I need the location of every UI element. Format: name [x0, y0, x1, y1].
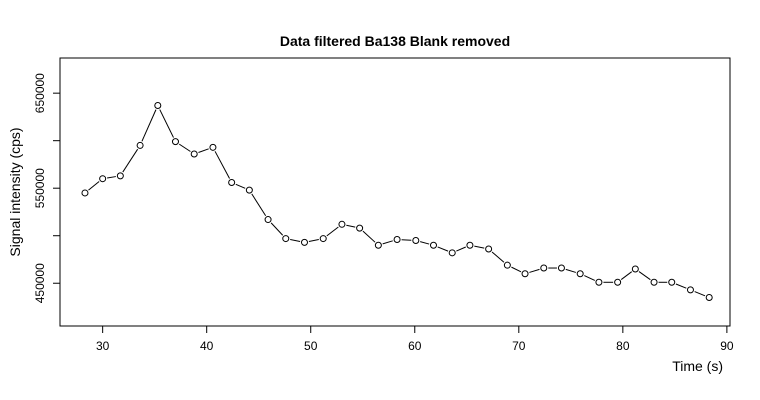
series-segment	[326, 226, 339, 237]
y-axis: 450000 550000 650000	[33, 73, 60, 303]
x-tick-label-5: 80	[616, 339, 630, 353]
data-point	[521, 270, 529, 278]
x-tick-label-6: 90	[720, 339, 734, 353]
series-layer	[81, 102, 713, 301]
data-point	[705, 293, 713, 301]
data-point	[614, 278, 622, 286]
x-tick-label-1: 40	[200, 339, 214, 353]
data-point	[540, 264, 548, 272]
series-segment	[565, 268, 577, 273]
series-segment	[122, 148, 139, 173]
x-axis: 30 40 50 60 70 80 90	[96, 326, 734, 353]
y-axis-label: Signal intensity (cps)	[7, 127, 23, 256]
series-segment	[141, 109, 157, 142]
data-point	[650, 278, 658, 286]
plot-frame	[59, 57, 731, 327]
data-point	[557, 264, 565, 272]
data-point	[154, 102, 162, 110]
x-tick-label-3: 60	[408, 339, 422, 353]
data-point	[374, 241, 382, 249]
series-segment	[382, 240, 393, 245]
data-point	[393, 236, 401, 244]
series-segment	[584, 275, 596, 281]
y-tick-label-1: 550000	[33, 168, 47, 208]
data-point	[576, 270, 584, 278]
data-point	[136, 141, 144, 149]
series-segment	[638, 271, 651, 281]
data-point	[264, 216, 272, 224]
series-segment	[198, 148, 209, 153]
series-segment	[346, 224, 356, 228]
data-point	[171, 138, 179, 146]
x-tick-label-2: 50	[304, 339, 318, 353]
series-segment	[290, 238, 301, 242]
data-point	[245, 186, 253, 194]
series-segment	[474, 245, 485, 249]
data-point	[319, 235, 327, 243]
series-segment	[694, 291, 706, 297]
data-point	[686, 286, 694, 294]
series-segment	[107, 176, 116, 179]
series-segment	[251, 193, 267, 217]
y-tick-label-2: 650000	[33, 73, 47, 113]
data-point	[282, 235, 290, 243]
data-point	[466, 241, 474, 249]
data-point	[228, 178, 236, 186]
x-axis-label: Time (s)	[672, 358, 723, 374]
series-segment	[88, 181, 100, 191]
data-point	[81, 189, 89, 197]
data-point	[429, 241, 437, 249]
series-segment	[178, 143, 191, 152]
series-segment	[620, 271, 633, 280]
series-segment	[491, 251, 505, 263]
data-point	[99, 175, 107, 183]
series-segment	[529, 268, 540, 273]
chart-title: Data filtered Ba138 Blank removed	[280, 33, 510, 49]
data-point	[668, 278, 676, 286]
x-tick-label-4: 70	[512, 339, 526, 353]
series-segment	[235, 183, 246, 189]
y-tick-label-0: 450000	[33, 263, 47, 303]
data-point	[595, 278, 603, 286]
series-segment	[270, 222, 284, 236]
data-point	[448, 249, 456, 257]
series-segment	[437, 246, 449, 252]
x-tick-label-0: 30	[96, 339, 110, 353]
data-point	[631, 265, 639, 273]
data-point	[209, 143, 217, 151]
series-segment	[456, 246, 466, 252]
data-point	[116, 172, 124, 180]
data-point	[485, 245, 493, 253]
series-segment	[214, 151, 230, 179]
series-segment	[420, 241, 430, 245]
series-segment	[308, 238, 319, 242]
series-segment	[362, 230, 376, 243]
series-segment	[159, 109, 174, 138]
series-segment	[675, 283, 687, 289]
data-point	[300, 238, 308, 246]
data-point	[503, 261, 511, 269]
data-point	[356, 224, 364, 232]
series-segment	[511, 266, 522, 273]
data-point	[412, 236, 420, 244]
data-point	[190, 150, 198, 158]
data-point	[338, 220, 346, 228]
